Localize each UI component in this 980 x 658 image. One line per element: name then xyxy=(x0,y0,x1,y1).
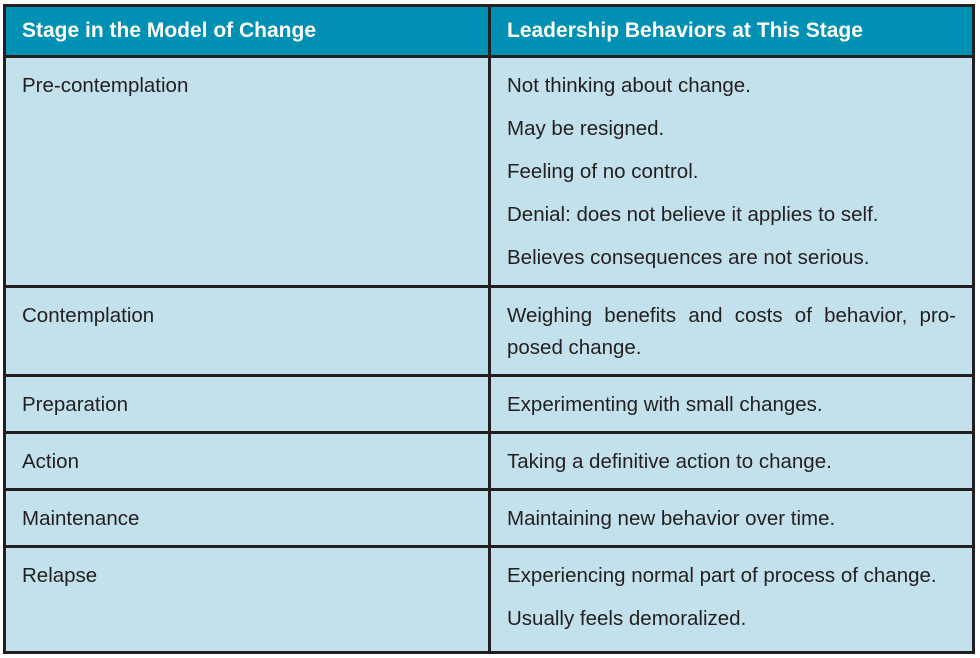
stage-cell: Pre-contemplation xyxy=(6,58,488,285)
behavior-line: Feeling of no control. xyxy=(507,160,699,183)
header-stage: Stage in the Model of Change xyxy=(6,7,488,55)
stage-cell: Action xyxy=(6,434,488,488)
behavior-line: Taking a definitive action to change. xyxy=(507,450,832,473)
table-row: Action Taking a definitive action to cha… xyxy=(6,434,972,488)
stage-cell: Contemplation xyxy=(6,288,488,374)
behavior-line: Not thinking about change. xyxy=(507,74,751,97)
model-of-change-table: Stage in the Model of Change Leadership … xyxy=(3,4,975,654)
behavior-line: Experiencing normal part of process of c… xyxy=(507,564,937,587)
table-header-row: Stage in the Model of Change Leadership … xyxy=(6,7,972,55)
behaviors-cell: Not thinking about change. May be resign… xyxy=(491,58,972,285)
behavior-line: Maintaining new behavior over time. xyxy=(507,507,836,530)
table-row: Contemplation Weighing benefits and cost… xyxy=(6,288,972,374)
table-row: Maintenance Maintaining new behavior ove… xyxy=(6,491,972,545)
table-row: Preparation Experimenting with small cha… xyxy=(6,377,972,431)
table-row: Relapse Experiencing normal part of proc… xyxy=(6,548,972,651)
behavior-line: Denial: does not believe it applies to s… xyxy=(507,203,879,226)
stage-label: Action xyxy=(22,450,79,473)
behavior-line: Believes consequences are not serious. xyxy=(507,246,870,269)
stage-label: Relapse xyxy=(22,564,98,587)
stage-label: Maintenance xyxy=(22,507,140,530)
stage-label: Pre-contemplation xyxy=(22,74,189,97)
behavior-line: Usually feels demoralized. xyxy=(507,607,747,630)
model-of-change-table-frame: Stage in the Model of Change Leadership … xyxy=(3,4,975,654)
stage-label: Preparation xyxy=(22,393,128,416)
stage-cell: Relapse xyxy=(6,548,488,651)
behavior-line: May be resigned. xyxy=(507,117,665,140)
behavior-line: Experimenting with small changes. xyxy=(507,393,823,416)
behaviors-cell: Taking a definitive action to change. xyxy=(491,434,972,488)
table-row: Pre-contemplation Not thinking about cha… xyxy=(6,58,972,285)
behaviors-cell: Experimenting with small changes. xyxy=(491,377,972,431)
header-behaviors: Leadership Behaviors at This Stage xyxy=(491,7,972,55)
behaviors-cell: Experiencing normal part of process of c… xyxy=(491,548,972,651)
behavior-line: Weighing benefits and costs of behavior,… xyxy=(507,304,956,359)
stage-cell: Maintenance xyxy=(6,491,488,545)
stage-label: Contemplation xyxy=(22,304,155,327)
behaviors-cell: Maintaining new behavior over time. xyxy=(491,491,972,545)
behaviors-cell: Weighing benefits and costs of behavior,… xyxy=(491,288,972,374)
stage-cell: Preparation xyxy=(6,377,488,431)
